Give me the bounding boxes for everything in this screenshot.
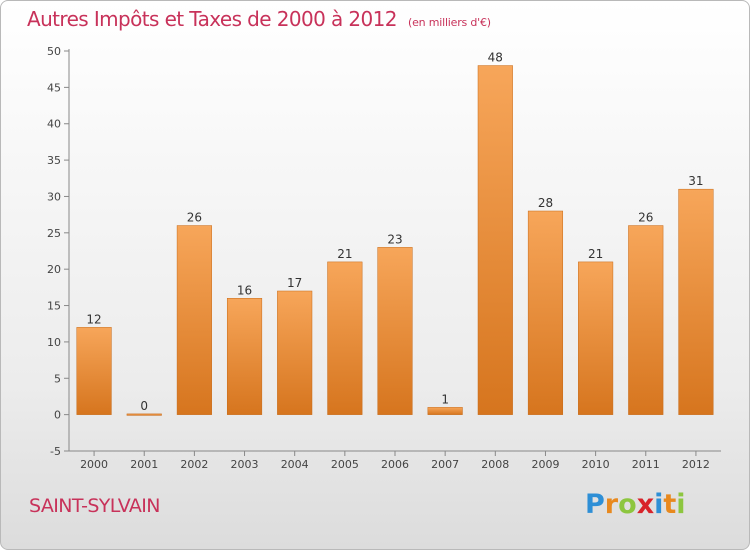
- logo-letter: t: [663, 489, 677, 520]
- logo-letter: o: [618, 489, 637, 520]
- y-tick-label: 30: [47, 190, 61, 203]
- x-tick-label: 2005: [331, 458, 359, 471]
- x-tick-label: 2003: [231, 458, 259, 471]
- bar-value-label: 26: [187, 211, 202, 225]
- y-tick-label: 25: [47, 227, 61, 240]
- y-tick-label: 5: [54, 372, 61, 385]
- y-tick-label: 20: [47, 263, 61, 276]
- chart-title: Autres Impôts et Taxes de 2000 à 2012: [27, 7, 397, 31]
- chart-title-block: Autres Impôts et Taxes de 2000 à 2012 (e…: [27, 7, 491, 31]
- x-tick-label: 2002: [180, 458, 208, 471]
- logo-letter: x: [636, 489, 655, 520]
- bar: [176, 225, 212, 415]
- x-tick-label: 2012: [682, 458, 710, 471]
- bar: [527, 210, 564, 415]
- bar-value-label: 0: [140, 399, 148, 413]
- bar-value-label: 48: [488, 51, 503, 65]
- bar-value-label: 1: [441, 392, 449, 406]
- bar-value-label: 31: [688, 174, 703, 188]
- logo-letter: i: [654, 489, 664, 520]
- x-tick-label: 2011: [632, 458, 660, 471]
- bar: [226, 298, 263, 415]
- bar-value-label: 21: [337, 247, 352, 261]
- bar-value-label: 28: [538, 196, 553, 210]
- bar: [628, 225, 664, 415]
- logo-letter: P: [585, 489, 605, 520]
- bar: [578, 261, 614, 415]
- bar-value-label: 26: [638, 211, 653, 225]
- x-tick-label: 2008: [481, 458, 509, 471]
- bar: [277, 290, 313, 415]
- bar: [377, 247, 413, 415]
- y-tick-label: 10: [47, 336, 61, 349]
- bar-value-label: 16: [237, 283, 252, 297]
- y-tick-label: 45: [47, 81, 61, 94]
- bar: [76, 327, 112, 415]
- y-tick-label: 15: [47, 300, 61, 313]
- bar: [678, 188, 714, 415]
- bar: [126, 413, 162, 416]
- x-tick-label: 2001: [130, 458, 158, 471]
- y-tick-label: -5: [50, 445, 61, 458]
- y-tick-label: 35: [47, 154, 61, 167]
- logo-letter: i: [676, 489, 686, 520]
- commune-name: SAINT-SYLVAIN: [29, 495, 161, 517]
- logo-letter: r: [604, 489, 619, 520]
- bar-value-label: 12: [86, 312, 101, 326]
- x-tick-label: 2000: [80, 458, 108, 471]
- bar-value-label: 17: [287, 276, 302, 290]
- y-tick-label: 0: [54, 409, 61, 422]
- y-tick-label: 50: [47, 45, 61, 58]
- bar: [477, 65, 513, 415]
- x-tick-label: 2007: [431, 458, 459, 471]
- chart-subtitle: (en milliers d'€): [407, 16, 491, 29]
- bar-value-label: 21: [588, 247, 603, 261]
- bar: [327, 261, 363, 415]
- bar-value-label: 23: [387, 232, 402, 246]
- proxiti-logo: Proxiti: [585, 489, 686, 520]
- y-tick-label: 40: [47, 118, 61, 131]
- bar: [427, 407, 463, 415]
- x-tick-label: 2004: [281, 458, 309, 471]
- x-tick-label: 2010: [582, 458, 610, 471]
- x-tick-label: 2009: [531, 458, 559, 471]
- x-tick-label: 2006: [381, 458, 409, 471]
